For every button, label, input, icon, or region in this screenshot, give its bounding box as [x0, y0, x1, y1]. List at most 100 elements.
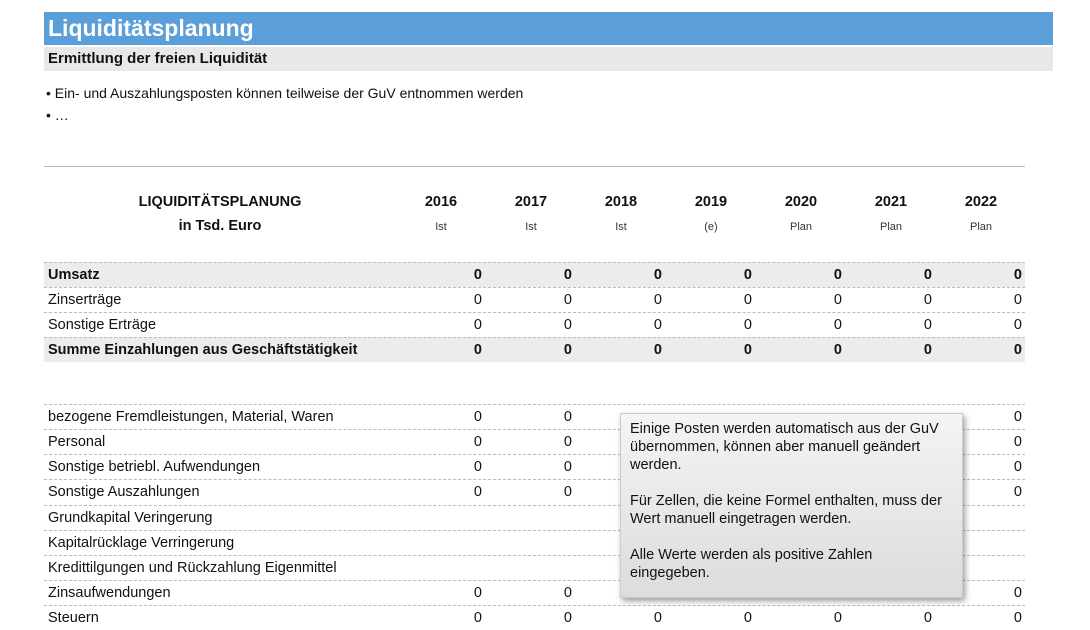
title: Liquiditätsplanung: [44, 12, 1053, 45]
row-label: Kapitalrücklage Verringerung: [48, 535, 235, 551]
cell-value: 0: [1013, 484, 1022, 500]
row-label: Zinsaufwendungen: [48, 585, 171, 601]
cell-value: 0: [473, 459, 482, 475]
cell-value: 0: [653, 342, 662, 358]
cell-value: 0: [563, 585, 572, 601]
table-row: bezogene Fremdleistungen, Material, Ware…: [44, 404, 1025, 429]
cell-value: 0: [473, 342, 482, 358]
column-kind: Plan: [879, 221, 903, 233]
cell-value: 0: [923, 317, 932, 333]
column-year: 2019: [694, 194, 728, 210]
cell-value: 0: [473, 434, 482, 450]
bullet-text: …: [54, 107, 69, 123]
cell-value: 0: [473, 267, 482, 283]
row-label: Grundkapital Veringerung: [48, 510, 213, 526]
cell-value: 0: [833, 267, 842, 283]
table-row: Zinserträge 0 0 0 0 0 0 0: [44, 287, 1025, 312]
cell-value: 0: [563, 409, 572, 425]
cell-value: 0: [743, 342, 752, 358]
row-label: Sonstige Auszahlungen: [48, 484, 200, 500]
bullet: • Ein- und Auszahlungsposten können teil…: [46, 85, 524, 101]
row-label: Zinserträge: [48, 292, 122, 308]
column-kind: Ist: [435, 221, 447, 233]
table-row: Kredittilgungen und Rückzahlung Eigenmit…: [44, 555, 1025, 580]
table-row: Umsatz 0 0 0 0 0 0 0: [44, 262, 1025, 287]
cell-value: 0: [1013, 459, 1022, 475]
column-year: 2020: [784, 194, 818, 210]
table-row: Summe Einzahlungen aus Geschäftstätigkei…: [44, 337, 1025, 362]
row-label: Kredittilgungen und Rückzahlung Eigenmit…: [48, 560, 337, 576]
cell-value: 0: [1013, 342, 1022, 358]
cell-value: 0: [833, 610, 842, 626]
cell-value: 0: [563, 484, 572, 500]
cell-value: 0: [563, 610, 572, 626]
cell-value: 0: [473, 317, 482, 333]
tooltip: Einige Posten werden automatisch aus der…: [620, 413, 963, 598]
column-year: 2022: [964, 194, 998, 210]
cell-value: 0: [923, 610, 932, 626]
column-kind: Plan: [969, 221, 993, 233]
table-row: Sonstige betriebl. Aufwendungen 0 0 0: [44, 454, 1025, 479]
column-kind: (e): [704, 221, 718, 233]
cell-value: 0: [743, 292, 752, 308]
column-year: 2021: [874, 194, 908, 210]
table-row: Steuern 0 0 0 0 0 0 0: [44, 605, 1025, 630]
bullet-text: Ein- und Auszahlungsposten können teilwe…: [54, 85, 524, 101]
tooltip-paragraph: Einige Posten werden automatisch aus der…: [630, 421, 939, 473]
cell-value: 0: [563, 342, 572, 358]
cell-value: 0: [1013, 292, 1022, 308]
row-label: Sonstige Erträge: [48, 317, 157, 333]
cell-value: 0: [1013, 317, 1022, 333]
column-kind: Ist: [615, 221, 627, 233]
row-label: Umsatz: [48, 267, 100, 283]
cell-value: 0: [473, 484, 482, 500]
table-row: Sonstige Erträge 0 0 0 0 0 0 0: [44, 312, 1025, 337]
cell-value: 0: [473, 292, 482, 308]
table-row: Sonstige Auszahlungen 0 0 0: [44, 479, 1025, 504]
table-title: LIQUIDITÄTSPLANUNG: [138, 194, 302, 210]
cell-value: 0: [473, 585, 482, 601]
bullet: • …: [46, 107, 69, 123]
cell-value: 0: [653, 267, 662, 283]
row-label: bezogene Fremdleistungen, Material, Ware…: [48, 409, 334, 425]
cell-value: 0: [923, 342, 932, 358]
column-kind: Ist: [525, 221, 537, 233]
cell-value: 0: [653, 292, 662, 308]
column-kind: Plan: [789, 221, 813, 233]
tooltip-paragraph: Alle Werte werden als positive Zahlen ei…: [630, 547, 873, 581]
cell-value: 0: [563, 459, 572, 475]
row-label: Sonstige betriebl. Aufwendungen: [48, 459, 261, 475]
cell-value: 0: [923, 292, 932, 308]
cell-value: 0: [1013, 409, 1022, 425]
cell-value: 0: [563, 434, 572, 450]
subtitle: Ermittlung der freien Liquidität: [44, 47, 1053, 71]
cell-value: 0: [1013, 585, 1022, 601]
table-unit: in Tsd. Euro: [178, 218, 262, 234]
row-label: Steuern: [48, 610, 99, 626]
cell-value: 0: [563, 317, 572, 333]
cell-value: 0: [1013, 610, 1022, 626]
cell-value: 0: [743, 267, 752, 283]
table-row: Personal 0 0 0: [44, 429, 1025, 454]
row-label: Summe Einzahlungen aus Geschäftstätigkei…: [48, 342, 358, 358]
cell-value: 0: [563, 292, 572, 308]
row-label: Personal: [48, 434, 106, 450]
separator: [44, 166, 1025, 167]
cell-value: 0: [833, 317, 842, 333]
column-year: 2016: [424, 194, 458, 210]
cell-value: 0: [743, 317, 752, 333]
cell-value: 0: [563, 267, 572, 283]
tooltip-paragraph: Für Zellen, die keine Formel enthalten, …: [630, 493, 942, 527]
cell-value: 0: [743, 610, 752, 626]
cell-value: 0: [1013, 434, 1022, 450]
column-year: 2018: [604, 194, 638, 210]
cell-value: 0: [653, 317, 662, 333]
cell-value: 0: [833, 342, 842, 358]
cell-value: 0: [833, 292, 842, 308]
cell-value: 0: [923, 267, 932, 283]
column-year: 2017: [514, 194, 548, 210]
table-row: Grundkapital Veringerung: [44, 505, 1025, 530]
cell-value: 0: [653, 610, 662, 626]
table-row: Kapitalrücklage Verringerung: [44, 530, 1025, 555]
